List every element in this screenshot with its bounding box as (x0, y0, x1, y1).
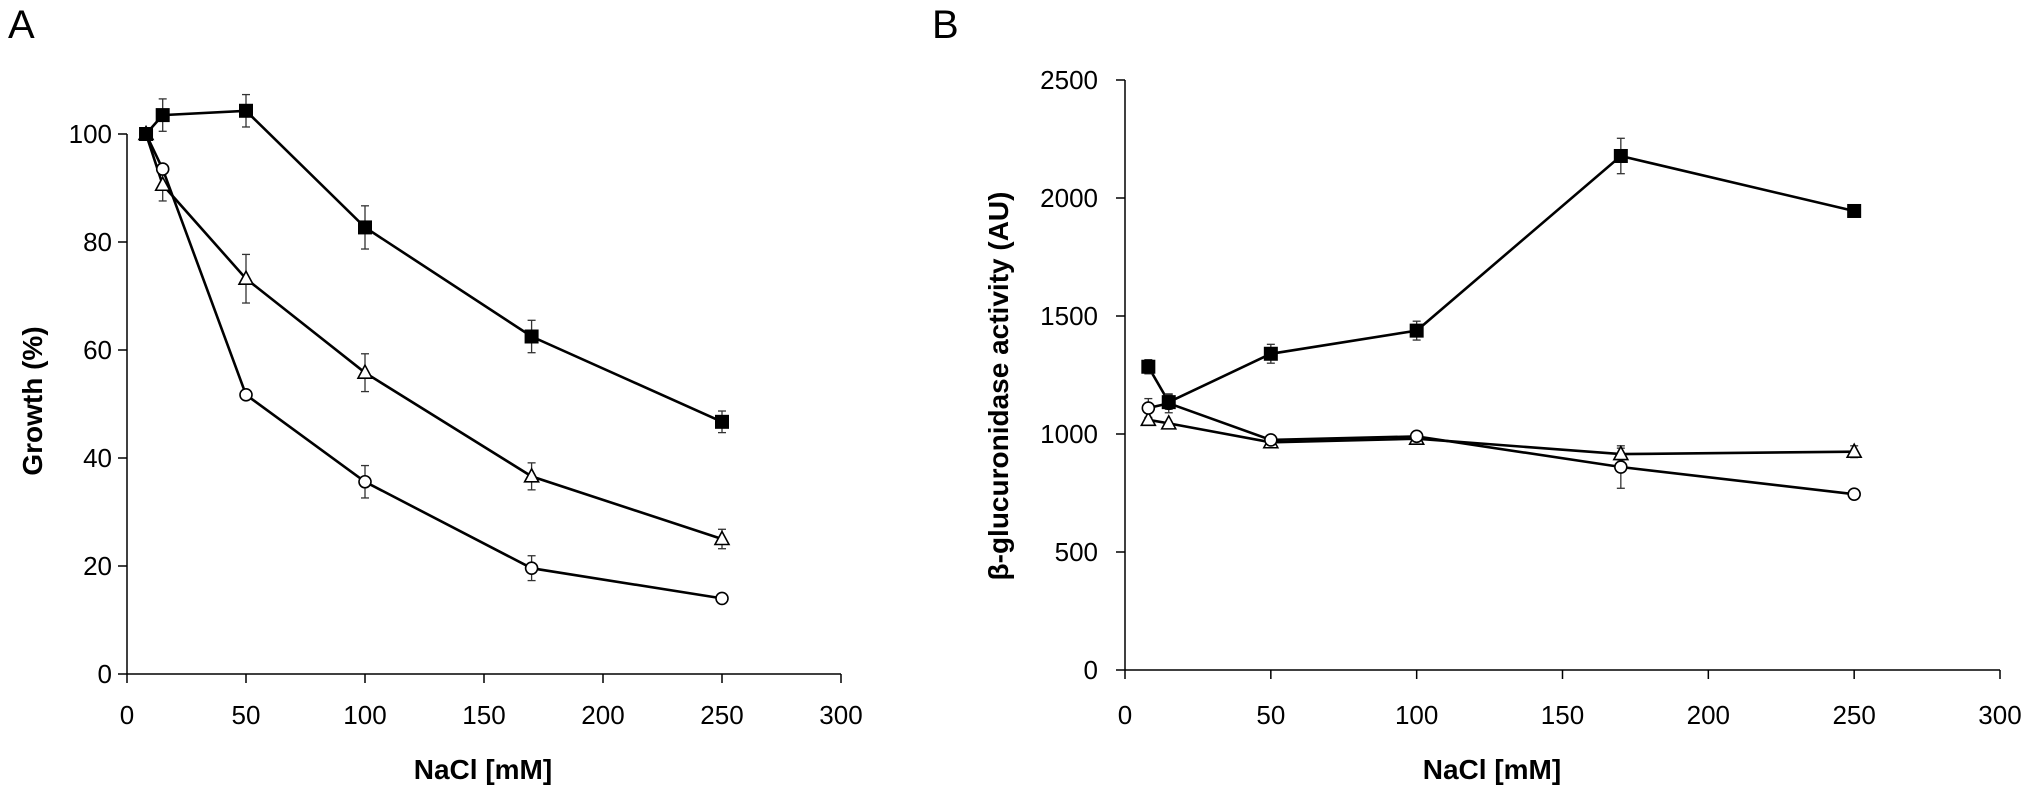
data-point-circle (1614, 460, 1628, 474)
data-point-square (1263, 346, 1278, 361)
series-line (1147, 154, 1855, 404)
data-point-triangle (713, 529, 731, 546)
x-tick-label: 50 (232, 700, 261, 730)
x-tick-label: 300 (819, 700, 862, 730)
y-tick-label: 2000 (1040, 183, 1098, 213)
series-line (1148, 401, 1855, 496)
y-tick-label: 0 (1084, 655, 1098, 685)
data-point-triangle (356, 363, 374, 379)
y-tick-label: 60 (83, 335, 112, 365)
data-point-triangle (1845, 442, 1863, 459)
data-point-square (1613, 148, 1628, 163)
y-tick-label: 40 (83, 443, 112, 473)
data-point-circle (239, 388, 253, 402)
x-axis-title-b: NaCl [mM] (1423, 754, 1561, 785)
panel-letter-a: A (8, 3, 35, 47)
series-line (144, 133, 723, 541)
data-point-circle (155, 162, 170, 176)
x-tick-label: 250 (1832, 700, 1875, 730)
y-tick-label: 2500 (1040, 65, 1098, 95)
data-point-square (1161, 395, 1176, 410)
x-tick-label: 150 (1541, 700, 1584, 730)
data-point-square (358, 220, 372, 235)
data-point-square (1847, 203, 1862, 218)
y-axis-title-a: Growth (%) (17, 326, 48, 475)
series-line (144, 133, 723, 600)
x-tick-label: 100 (1395, 700, 1438, 730)
data-point-triangle (1139, 410, 1157, 427)
data-point-square (155, 108, 170, 123)
data-point-triangle (523, 467, 540, 483)
data-point-circle (524, 561, 539, 575)
data-point-square (1141, 359, 1156, 374)
panel-letter-b: B (932, 3, 959, 47)
data-point-square (524, 329, 539, 344)
plot-area-b: 0 500 1000 1500 2000 2500 0 50 100 150 200 250 300 (1040, 65, 2022, 730)
y-tick-label: 100 (69, 119, 112, 149)
data-point-square (139, 127, 154, 141)
plot-area-a: 0 20 40 60 80 100 0 50 100 150 200 250 300 (69, 93, 863, 730)
x-tick-label: 0 (120, 700, 134, 730)
x-tick-label: 300 (1978, 700, 2021, 730)
data-point-triangle (1612, 444, 1630, 461)
y-tick-label: 500 (1055, 537, 1098, 567)
series-line (145, 109, 723, 423)
y-tick-label: 1500 (1040, 301, 1098, 331)
y-tick-label: 0 (98, 659, 112, 689)
x-axis-title-a: NaCl [mM] (414, 754, 552, 785)
x-tick-label: 150 (462, 700, 505, 730)
data-point-square (239, 103, 253, 118)
x-tick-label: 250 (700, 700, 743, 730)
data-point-circle (1847, 487, 1861, 501)
x-tick-label: 50 (1256, 700, 1285, 730)
y-tick-label: 20 (83, 551, 112, 581)
data-point-circle (1264, 433, 1278, 447)
y-axis-title-b: β-glucuronidase activity (AU) (983, 192, 1014, 581)
data-point-triangle (154, 175, 172, 192)
y-tick-label: 80 (83, 227, 112, 257)
data-point-circle (1141, 401, 1156, 415)
chart-panel-b: B NaCl [mM] β-glucuronidase activity (AU… (932, 3, 2022, 785)
data-point-triangle (237, 269, 255, 286)
data-point-circle (358, 474, 372, 489)
x-tick-label: 0 (1118, 700, 1132, 730)
data-point-triangle (1160, 414, 1178, 430)
x-tick-label: 200 (581, 700, 624, 730)
data-point-square (1409, 323, 1424, 338)
x-tick-label: 200 (1687, 700, 1730, 730)
data-point-circle (715, 591, 729, 606)
x-tick-label: 100 (343, 700, 386, 730)
data-point-square (715, 414, 729, 429)
y-tick-label: 1000 (1040, 419, 1098, 449)
chart-panel-a: A NaCl [mM] Growth (%) 0 20 40 60 80 100 0 50 10… (8, 3, 863, 785)
data-point-circle (1409, 429, 1424, 444)
